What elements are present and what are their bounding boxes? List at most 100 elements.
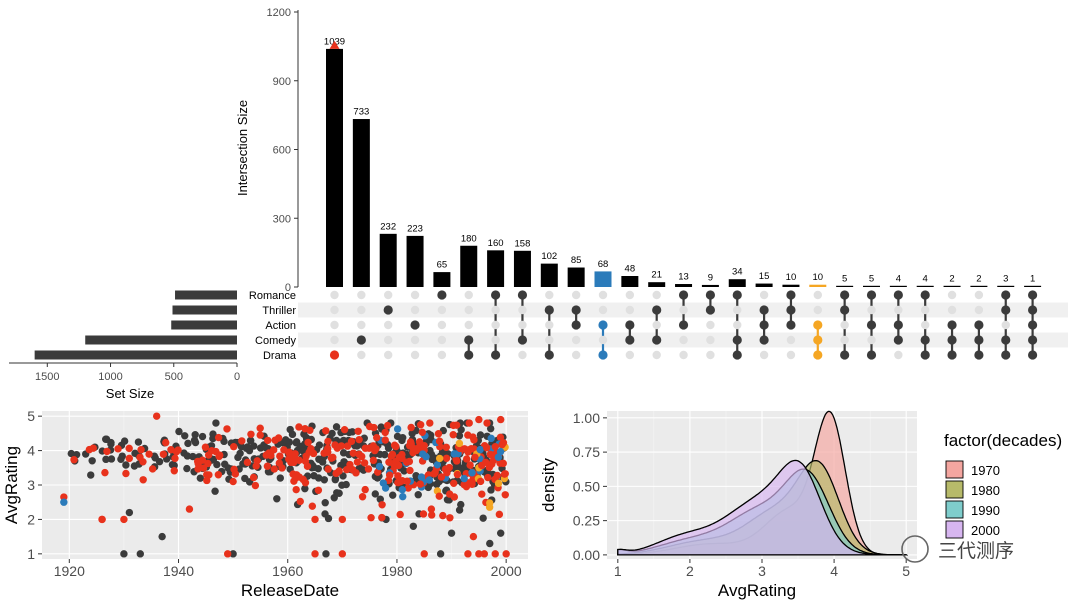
scatter-point (340, 425, 349, 434)
set-size-bar (34, 350, 237, 360)
density-x-label: AvgRating (718, 581, 796, 600)
scatter-point (479, 514, 487, 522)
scatter-point (478, 490, 486, 498)
scatter-point (475, 415, 483, 424)
scatter-point (185, 505, 194, 513)
set-size-bar (85, 335, 237, 345)
density-x-tick-label: 4 (830, 563, 838, 579)
scatter-point (296, 497, 304, 506)
scatter-x-tick-label: 1960 (272, 563, 303, 579)
intersection-count-label: 10 (813, 272, 824, 283)
intersection-bar (970, 285, 988, 287)
scatter-point (229, 477, 237, 486)
matrix-dot (840, 320, 849, 330)
matrix-dot-active (705, 290, 716, 300)
scatter-point (406, 438, 415, 446)
matrix-dot-active (786, 305, 796, 315)
scatter-point (120, 550, 128, 558)
scatter-point (403, 458, 411, 466)
scatter-point (134, 438, 143, 446)
scatter-point (383, 421, 392, 430)
matrix-dot (679, 335, 688, 345)
intersection-bar (513, 250, 531, 287)
scatter-point (496, 447, 505, 456)
scatter-point (151, 454, 159, 462)
scatter-point (214, 433, 223, 442)
set-size-x-label: Set Size (106, 386, 154, 401)
matrix-dot (491, 335, 500, 345)
matrix-dot (1001, 320, 1010, 330)
scatter-point (495, 510, 504, 519)
scatter-point (148, 465, 157, 473)
scatter-point (476, 431, 485, 439)
scatter-point (311, 515, 319, 524)
scatter-point (304, 438, 312, 447)
scatter-point (453, 457, 461, 465)
set-size-chart: Set Size 1500 1000 500 0 (9, 290, 240, 401)
scatter-point (365, 422, 374, 431)
density-curve (617, 459, 909, 556)
scatter-point (310, 472, 318, 480)
scatter-point (452, 421, 461, 429)
intersection-bar (889, 285, 907, 287)
scatter-point (290, 477, 298, 485)
scatter-point (450, 479, 458, 488)
scatter-point (353, 458, 362, 466)
matrix-dot (679, 350, 688, 360)
matrix-dot (733, 320, 742, 330)
scatter-point (223, 550, 232, 558)
scatter-point (311, 550, 319, 558)
matrix-dot (571, 335, 581, 345)
scatter-point (455, 439, 464, 448)
scatter-point (447, 529, 456, 537)
scatter-point (469, 532, 478, 541)
scatter-point (378, 513, 386, 522)
matrix-dot (545, 320, 554, 330)
scatter-point (487, 486, 495, 494)
scatter-point (455, 432, 464, 440)
scatter-point (275, 459, 284, 467)
scatter-point (496, 433, 505, 442)
legend-label: 1970 (971, 463, 1000, 478)
scatter-point (486, 450, 495, 459)
matrix-dot (974, 305, 984, 315)
matrix-dot-active (920, 350, 930, 360)
scatter-point (184, 439, 192, 448)
scatter-point (455, 506, 464, 514)
scatter-point (338, 481, 346, 489)
scatter-point (324, 465, 332, 473)
scatter-point (496, 529, 505, 537)
scatter-point (314, 486, 323, 494)
scatter-point (238, 437, 246, 445)
intersection-bar (997, 285, 1015, 287)
matrix-dot-active (517, 290, 528, 300)
intersection-bar (540, 263, 558, 287)
intersection-bar (675, 284, 693, 287)
scatter-point (175, 427, 183, 436)
scatter-point (174, 446, 182, 454)
scatter-point (365, 444, 373, 452)
scatter-point (230, 443, 238, 451)
scatter-point (190, 436, 199, 444)
scatter-point (223, 425, 231, 433)
legend-label: 2000 (971, 523, 1000, 538)
scatter-point (466, 461, 474, 469)
scatter-point (332, 423, 341, 431)
scatter-point (102, 435, 110, 443)
scatter-point (280, 446, 288, 454)
matrix-dot (330, 335, 339, 345)
scatter-point (457, 426, 465, 434)
scatter-point (419, 450, 427, 458)
scatter-point (385, 458, 393, 466)
scatter-point (425, 476, 434, 484)
scatter-point (270, 446, 278, 454)
scatter-point (252, 462, 260, 470)
scatter-point (256, 424, 264, 432)
matrix-dot (759, 290, 769, 300)
matrix-dot (437, 320, 447, 330)
matrix-dot-active (1001, 305, 1011, 315)
matrix-dot-active (893, 320, 903, 330)
matrix-dot (330, 320, 339, 330)
scatter-point (371, 490, 379, 498)
